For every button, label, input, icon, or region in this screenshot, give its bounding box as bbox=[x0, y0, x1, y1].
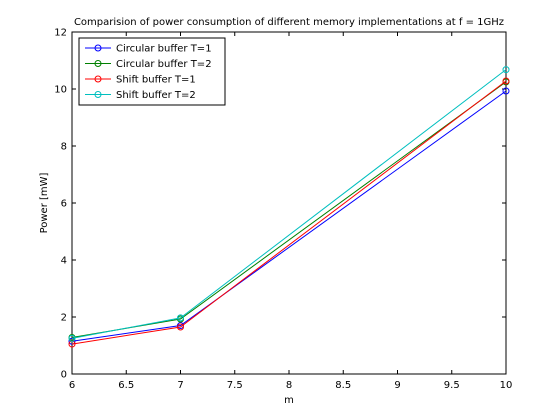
x-tick-label-5: 8.5 bbox=[335, 380, 351, 391]
chart-title: Comparision of power consumption of diff… bbox=[74, 17, 504, 28]
y-axis-label: Power [mW] bbox=[39, 172, 50, 233]
legend-label-2: Shift buffer T=1 bbox=[116, 75, 196, 86]
y-tick-label-5: 10 bbox=[54, 85, 67, 96]
y-tick-label-0: 0 bbox=[61, 370, 67, 381]
y-tick-label-2: 4 bbox=[61, 256, 67, 267]
series-line-2 bbox=[71, 80, 507, 345]
legend-label-1: Circular buffer T=2 bbox=[116, 59, 212, 70]
x-tick-label-3: 7.5 bbox=[227, 380, 243, 391]
legend-item-3: Shift buffer T=2 bbox=[85, 90, 196, 101]
data-point-2-1 bbox=[177, 323, 184, 331]
series-line-0 bbox=[71, 90, 507, 342]
legend-label-0: Circular buffer T=1 bbox=[116, 44, 212, 55]
axis-ticks: 6 6.5 7 7.5 8 8.5 9 9.5 10 0 2 4 6 8 10 12 bbox=[54, 28, 512, 392]
series-3 bbox=[68, 66, 510, 342]
legend-swatch-marker-2 bbox=[94, 75, 102, 83]
x-tick-label-7: 9.5 bbox=[444, 380, 460, 391]
y-tick-label-3: 6 bbox=[61, 199, 67, 210]
legend-swatch-marker-0 bbox=[94, 44, 102, 52]
x-tick-label-1: 6.5 bbox=[118, 380, 134, 391]
data-point-3-1 bbox=[177, 314, 184, 322]
x-axis-label: m bbox=[284, 395, 294, 406]
x-tick-label-6: 9 bbox=[394, 380, 400, 391]
x-tick-label-0: 6 bbox=[69, 380, 75, 391]
legend-swatch-marker-3 bbox=[94, 91, 102, 98]
legend-label-3: Shift buffer T=2 bbox=[116, 90, 196, 101]
legend-item-0: Circular buffer T=1 bbox=[85, 44, 212, 55]
y-tick-label-1: 2 bbox=[61, 313, 67, 324]
legend: Circular buffer T=1 Circular buffer T=2 Sh… bbox=[78, 37, 226, 106]
data-point-0-2 bbox=[502, 87, 510, 95]
x-tick-label-4: 8 bbox=[286, 380, 292, 391]
y-tick-label-6: 12 bbox=[54, 28, 67, 39]
y-tick-label-4: 8 bbox=[61, 142, 67, 153]
series-layer bbox=[68, 66, 510, 348]
legend-item-1: Circular buffer T=2 bbox=[85, 59, 212, 70]
data-point-3-0 bbox=[68, 334, 76, 342]
data-point-3-2 bbox=[502, 66, 510, 74]
x-tick-label-2: 7 bbox=[177, 380, 183, 391]
legend-item-2: Shift buffer T=1 bbox=[85, 75, 196, 86]
x-tick-label-8: 10 bbox=[500, 380, 513, 391]
data-point-2-2 bbox=[502, 77, 510, 85]
legend-swatch-marker-1 bbox=[94, 60, 102, 67]
series-line-3 bbox=[71, 69, 507, 339]
legend-box bbox=[78, 37, 226, 106]
